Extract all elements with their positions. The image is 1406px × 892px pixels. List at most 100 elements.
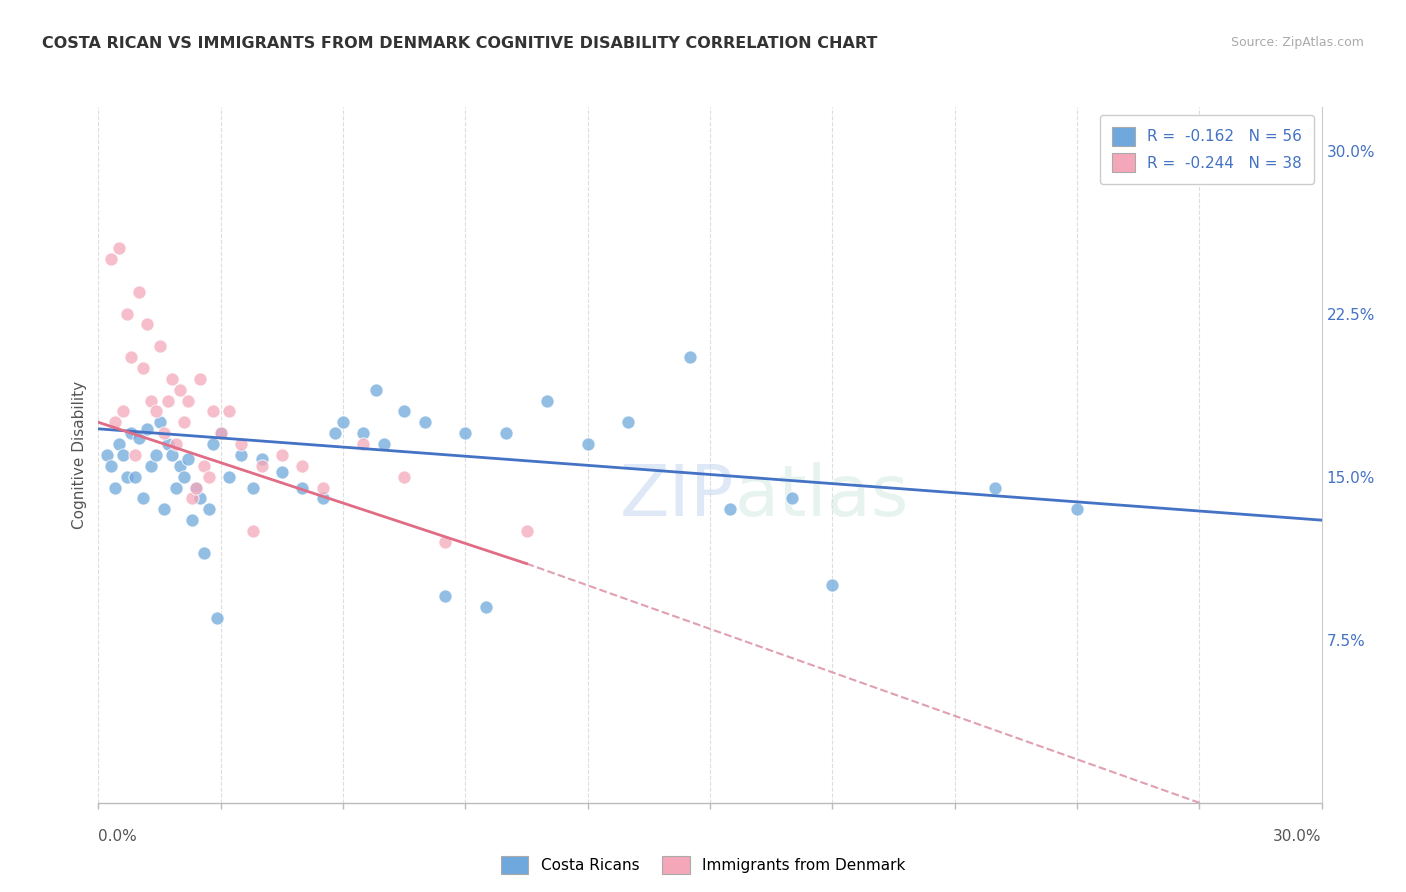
Point bbox=[169, 458, 191, 473]
Point bbox=[242, 524, 264, 538]
Point bbox=[124, 448, 146, 462]
Point bbox=[149, 339, 172, 353]
Point bbox=[209, 426, 232, 441]
Point bbox=[160, 372, 183, 386]
Point bbox=[332, 415, 354, 429]
Y-axis label: Cognitive Disability: Cognitive Disability bbox=[72, 381, 87, 529]
Point bbox=[474, 600, 498, 615]
Point bbox=[128, 285, 150, 299]
Point bbox=[270, 448, 294, 462]
Point bbox=[780, 491, 803, 506]
Point bbox=[536, 393, 558, 408]
Point bbox=[136, 318, 159, 332]
Point bbox=[165, 437, 187, 451]
Point bbox=[152, 502, 174, 516]
Text: 0.0%: 0.0% bbox=[98, 829, 138, 844]
Text: ZIP: ZIP bbox=[620, 462, 734, 531]
Point bbox=[115, 469, 138, 483]
Legend: Costa Ricans, Immigrants from Denmark: Costa Ricans, Immigrants from Denmark bbox=[495, 850, 911, 880]
Point bbox=[1066, 502, 1088, 516]
Point bbox=[433, 535, 456, 549]
Point bbox=[186, 481, 208, 495]
Text: Source: ZipAtlas.com: Source: ZipAtlas.com bbox=[1230, 36, 1364, 49]
Point bbox=[516, 524, 538, 538]
Point bbox=[193, 546, 215, 560]
Point bbox=[984, 481, 1007, 495]
Point bbox=[100, 252, 122, 267]
Point bbox=[250, 452, 273, 467]
Point bbox=[132, 491, 155, 506]
Point bbox=[120, 350, 142, 364]
Point bbox=[108, 241, 131, 255]
Point bbox=[821, 578, 844, 592]
Legend: R =  -0.162   N = 56, R =  -0.244   N = 38: R = -0.162 N = 56, R = -0.244 N = 38 bbox=[1099, 115, 1315, 184]
Point bbox=[188, 372, 212, 386]
Point bbox=[576, 437, 599, 451]
Point bbox=[312, 481, 335, 495]
Point bbox=[323, 426, 346, 441]
Point bbox=[312, 491, 335, 506]
Point bbox=[124, 469, 146, 483]
Point bbox=[156, 393, 179, 408]
Point bbox=[160, 448, 183, 462]
Point bbox=[209, 426, 232, 441]
Point bbox=[132, 360, 155, 375]
Point bbox=[152, 426, 174, 441]
Point bbox=[188, 491, 212, 506]
Point bbox=[218, 469, 240, 483]
Point bbox=[291, 458, 314, 473]
Point bbox=[111, 448, 134, 462]
Point bbox=[413, 415, 436, 429]
Point bbox=[104, 481, 127, 495]
Point bbox=[186, 481, 208, 495]
Point bbox=[104, 415, 127, 429]
Point bbox=[120, 426, 142, 441]
Point bbox=[231, 448, 253, 462]
Point bbox=[197, 502, 219, 516]
Point bbox=[352, 437, 374, 451]
Point bbox=[205, 611, 228, 625]
Point bbox=[495, 426, 517, 441]
Point bbox=[433, 589, 456, 603]
Point bbox=[173, 469, 195, 483]
Point bbox=[373, 437, 395, 451]
Point bbox=[250, 458, 273, 473]
Point bbox=[128, 431, 150, 445]
Point bbox=[392, 404, 416, 418]
Point bbox=[454, 426, 477, 441]
Point bbox=[201, 437, 224, 451]
Point bbox=[141, 393, 163, 408]
Point bbox=[149, 415, 172, 429]
Point bbox=[218, 404, 240, 418]
Point bbox=[291, 481, 314, 495]
Point bbox=[108, 437, 131, 451]
Point bbox=[392, 469, 416, 483]
Point bbox=[177, 393, 200, 408]
Point bbox=[173, 415, 195, 429]
Point bbox=[197, 469, 219, 483]
Point bbox=[96, 448, 118, 462]
Point bbox=[720, 502, 742, 516]
Point bbox=[115, 307, 138, 321]
Point bbox=[364, 383, 387, 397]
Point bbox=[145, 448, 167, 462]
Point bbox=[181, 491, 204, 506]
Point bbox=[156, 437, 179, 451]
Point bbox=[165, 481, 187, 495]
Text: atlas: atlas bbox=[734, 462, 908, 531]
Point bbox=[181, 513, 204, 527]
Text: COSTA RICAN VS IMMIGRANTS FROM DENMARK COGNITIVE DISABILITY CORRELATION CHART: COSTA RICAN VS IMMIGRANTS FROM DENMARK C… bbox=[42, 36, 877, 51]
Point bbox=[169, 383, 191, 397]
Point bbox=[201, 404, 224, 418]
Point bbox=[617, 415, 640, 429]
Point bbox=[679, 350, 702, 364]
Point bbox=[100, 458, 122, 473]
Point bbox=[242, 481, 264, 495]
Point bbox=[111, 404, 134, 418]
Point bbox=[231, 437, 253, 451]
Text: 30.0%: 30.0% bbox=[1274, 829, 1322, 844]
Point bbox=[193, 458, 215, 473]
Point bbox=[145, 404, 167, 418]
Point bbox=[141, 458, 163, 473]
Point bbox=[270, 466, 294, 480]
